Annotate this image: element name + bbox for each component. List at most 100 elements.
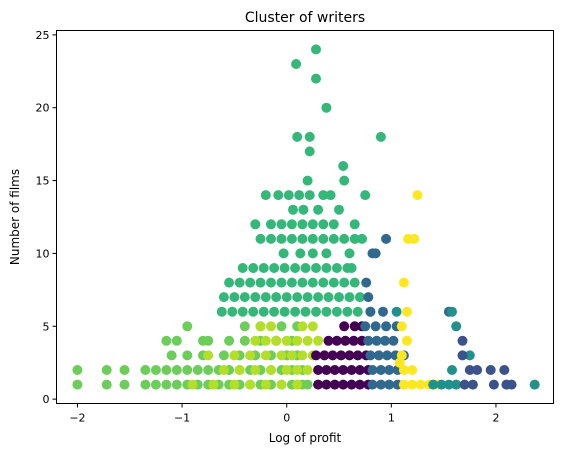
- data-point: [229, 379, 240, 390]
- data-point: [311, 73, 321, 84]
- data-point: [245, 379, 256, 390]
- data-point: [328, 233, 339, 244]
- data-point: [182, 350, 193, 361]
- data-point: [269, 263, 280, 273]
- data-point: [286, 219, 297, 230]
- data-point: [396, 321, 407, 332]
- data-point: [248, 263, 259, 273]
- data-point: [318, 233, 329, 244]
- data-point: [250, 335, 261, 346]
- data-point: [318, 277, 329, 288]
- data-point: [292, 292, 303, 303]
- data-point: [370, 321, 381, 332]
- data-point: [443, 379, 454, 390]
- data-point: [101, 365, 112, 375]
- data-point: [381, 233, 392, 244]
- data-point: [266, 233, 276, 244]
- data-point: [363, 292, 374, 303]
- data-point: [391, 306, 402, 317]
- data-point: [208, 379, 219, 390]
- data-point: [182, 321, 193, 332]
- data-point: [292, 365, 303, 375]
- data-point: [331, 306, 342, 317]
- data-point: [346, 365, 357, 375]
- data-point: [140, 365, 151, 375]
- data-point: [279, 306, 290, 317]
- data-point: [394, 357, 405, 368]
- data-point: [101, 379, 112, 390]
- data-point: [339, 175, 350, 186]
- data-point: [286, 350, 297, 361]
- data-point: [171, 335, 182, 346]
- data-point: [338, 161, 349, 171]
- data-point: [354, 365, 365, 375]
- data-point: [373, 350, 384, 361]
- data-point: [313, 365, 324, 375]
- data-point: [182, 365, 193, 375]
- data-point: [339, 233, 350, 244]
- data-point: [273, 190, 284, 201]
- data-point: [297, 277, 308, 288]
- data-point: [203, 365, 214, 375]
- data-point: [321, 365, 332, 375]
- data-point: [229, 292, 240, 303]
- data-point: [459, 379, 470, 390]
- data-point: [72, 379, 83, 390]
- data-point: [313, 379, 324, 390]
- data-point: [218, 350, 229, 361]
- data-point: [319, 350, 330, 361]
- data-point: [360, 321, 371, 332]
- data-point: [365, 350, 376, 361]
- data-point: [464, 365, 475, 375]
- data-point: [72, 365, 83, 375]
- data-point: [415, 379, 426, 390]
- data-point: [321, 102, 332, 113]
- data-point: [290, 263, 301, 273]
- data-point: [218, 365, 229, 375]
- data-point: [457, 350, 468, 361]
- data-point: [327, 350, 338, 361]
- data-point: [361, 277, 372, 288]
- data-point: [447, 365, 457, 375]
- data-point: [292, 379, 303, 390]
- data-point: [412, 190, 423, 201]
- y-tick-label: 10: [36, 247, 50, 260]
- data-point: [321, 263, 332, 273]
- data-point: [304, 190, 315, 201]
- data-point: [321, 306, 332, 317]
- data-point: [300, 306, 311, 317]
- data-point: [161, 365, 172, 375]
- data-point: [388, 335, 399, 346]
- data-point: [409, 233, 420, 244]
- data-point: [161, 379, 172, 390]
- data-point: [336, 350, 347, 361]
- data-point: [276, 321, 287, 332]
- data-point: [307, 248, 318, 259]
- data-point: [292, 335, 303, 346]
- data-point: [290, 306, 301, 317]
- data-point: [349, 219, 360, 230]
- data-point: [279, 263, 290, 273]
- data-point: [451, 379, 462, 390]
- data-point: [407, 365, 418, 375]
- data-point: [321, 248, 332, 259]
- data-point: [237, 306, 248, 317]
- data-point: [166, 350, 177, 361]
- data-point: [307, 277, 318, 288]
- data-point: [292, 131, 303, 142]
- data-point: [302, 365, 313, 375]
- data-point: [323, 335, 334, 346]
- data-point: [161, 335, 172, 346]
- data-point: [266, 277, 276, 288]
- data-point: [328, 219, 339, 230]
- data-point: [354, 379, 365, 390]
- data-point: [384, 365, 395, 375]
- data-point: [286, 233, 297, 244]
- data-point: [311, 44, 321, 55]
- data-point: [340, 335, 351, 346]
- data-point: [307, 219, 318, 230]
- data-point: [488, 379, 499, 390]
- data-point: [171, 379, 182, 390]
- data-point: [457, 335, 468, 346]
